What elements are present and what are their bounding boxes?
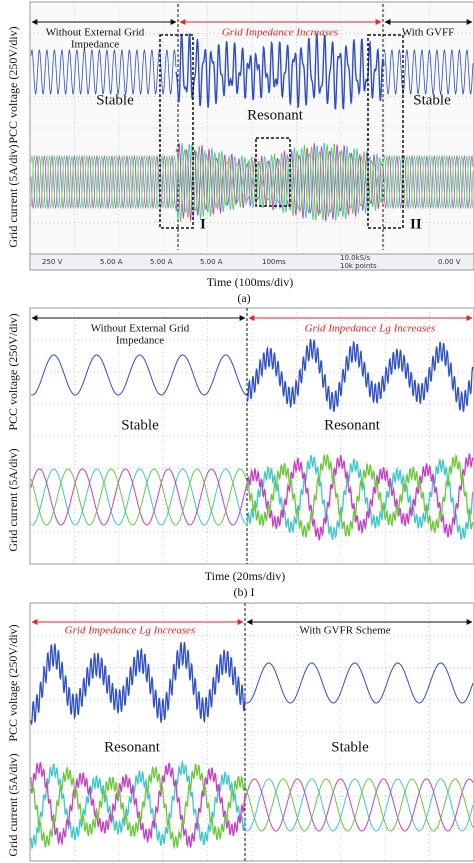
panel-a: Without External Grid Impedance Grid Imp… (6, 1, 474, 305)
waveform (244, 778, 474, 832)
waveform (383, 154, 474, 210)
y-axis-label: PCC voltage (250V/div) (6, 624, 20, 741)
waveform (175, 31, 385, 111)
waveform (246, 454, 474, 541)
status-bar (29, 253, 474, 271)
status-text: 0.00 V (438, 258, 461, 266)
waveform (30, 354, 248, 396)
annotation: Grid Impedance Lg Increases (65, 625, 196, 637)
scope-grid (30, 308, 474, 564)
y-axis-label: Grid current (5A/div) (6, 753, 20, 856)
y-axis-label: PCC voltage (250V/div) (6, 313, 20, 430)
status-text: 5.00 A (100, 258, 123, 266)
status-text: 5.00 A (150, 258, 173, 266)
caption: (b) I (234, 585, 255, 599)
waveform (30, 763, 246, 850)
marker-label: I (200, 216, 206, 232)
annotation: Without External Grid (46, 27, 145, 39)
waveform (30, 642, 246, 725)
status-text: 100ms (262, 258, 286, 266)
waveform (30, 759, 246, 850)
waveforms (30, 338, 474, 541)
annotation: Impedance (71, 39, 119, 51)
status-text: 10k points (340, 262, 377, 270)
waveform (246, 453, 474, 538)
waveform (30, 48, 177, 96)
waveform (175, 143, 385, 222)
y-axis-label: Grid current (5A/div) (6, 448, 20, 551)
waveform (244, 662, 474, 704)
panel-b: Without External Grid Impedance Grid Imp… (6, 307, 474, 599)
highlight-box (367, 34, 404, 229)
state-label: Stable (413, 92, 451, 108)
waveform (246, 338, 474, 412)
caption: (a) (237, 291, 250, 305)
scope-screen (29, 1, 474, 255)
annotation: Grid Impedance Increases (222, 27, 338, 39)
waveforms (30, 642, 474, 850)
waveform (383, 154, 474, 210)
state-label: Stable (121, 417, 159, 433)
state-label: Resonant (247, 107, 304, 123)
marker-label: II (410, 216, 422, 232)
waveform (30, 761, 246, 848)
y-axis-label: Grid current (5A/div) (6, 144, 20, 247)
state-label: Stable (331, 739, 369, 755)
status-text: 5.00 A (200, 258, 223, 266)
state-label: Resonant (324, 417, 381, 433)
annotation: Grid Impedance Lg Increases (305, 323, 436, 335)
waveform (246, 453, 474, 541)
status-text: 250 V (42, 258, 63, 266)
scope-grid (30, 603, 474, 861)
waveform (244, 778, 474, 832)
annotation: With GVFF (402, 27, 454, 39)
waveform (30, 154, 177, 210)
waveform (175, 142, 385, 222)
annotation: Without External Grid (91, 323, 190, 335)
waveforms (30, 31, 474, 222)
status-text: 10.0kS/s (340, 254, 370, 262)
annotation: Impedance (116, 335, 164, 347)
state-label: Resonant (104, 739, 161, 755)
state-label: Stable (96, 92, 134, 108)
waveform (30, 468, 248, 526)
x-axis-label: Time (20ms/div) (205, 569, 286, 583)
waveform (30, 468, 248, 526)
highlight-box (255, 137, 291, 207)
y-axis-label: PCC voltage (250V/div) (6, 26, 20, 143)
waveform (30, 468, 248, 526)
x-axis-label: Time (100ms/div) (207, 275, 294, 289)
highlight-box (159, 34, 194, 229)
annotation: With GVFR Scheme (299, 625, 390, 637)
waveform (383, 48, 474, 96)
panel-c: Grid Impedance Lg Increases With GVFR Sc… (6, 602, 474, 862)
waveform (30, 154, 177, 210)
